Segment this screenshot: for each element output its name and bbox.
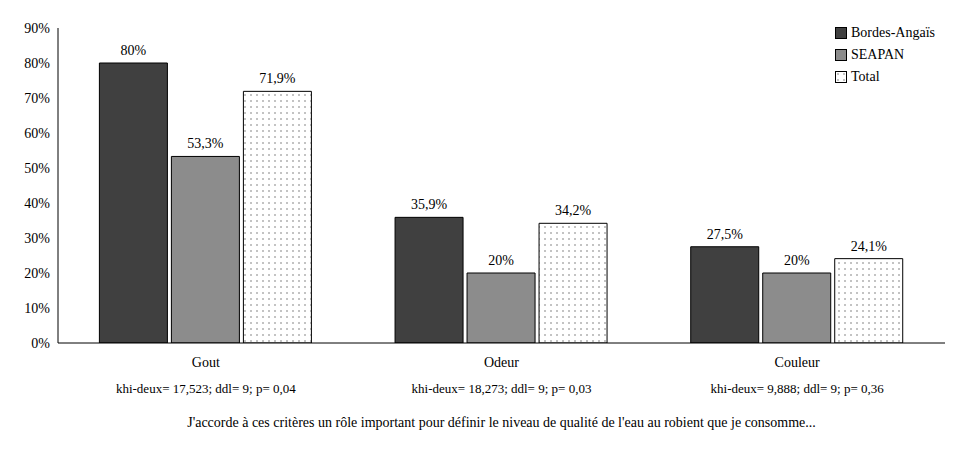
svg-text:20%: 20% [784,253,810,268]
svg-text:20%: 20% [24,266,50,281]
svg-text:60%: 60% [24,126,50,141]
svg-text:J'accorde à ces critères un rô: J'accorde à ces critères un rôle importa… [187,415,816,430]
svg-text:20%: 20% [488,253,514,268]
html-text:Total: Total [851,69,880,84]
svg-text:27,5%: 27,5% [707,227,744,242]
svg-text:10%: 10% [24,301,50,316]
svg-text:50%: 50% [24,161,50,176]
svg-text:80%: 80% [24,56,50,71]
svg-text:0%: 0% [31,336,50,351]
svg-text:Gout: Gout [192,355,220,370]
svg-text:40%: 40% [24,196,50,211]
svg-text:53,3%: 53,3% [187,136,224,151]
svg-text:khi-deux= 18,273; ddl= 9; p= 0: khi-deux= 18,273; ddl= 9; p= 0,03 [412,381,592,396]
html-text:SEAPAN: SEAPAN [851,47,905,62]
svg-text:30%: 30% [24,231,50,246]
svg-text:71,9%: 71,9% [259,71,296,86]
svg-text:70%: 70% [24,91,50,106]
svg-text:khi-deux= 9,888; ddl= 9; p= 0,: khi-deux= 9,888; ddl= 9; p= 0,36 [711,381,885,396]
svg-text:80%: 80% [121,43,147,58]
svg-text:34,2%: 34,2% [555,203,592,218]
html-text:Bordes-Angaïs: Bordes-Angaïs [851,25,935,40]
svg-text:24,1%: 24,1% [851,239,888,254]
svg-text:35,9%: 35,9% [411,197,448,212]
svg-text:khi-deux= 17,523; ddl= 9; p= 0: khi-deux= 17,523; ddl= 9; p= 0,04 [116,381,296,396]
svg-text:Couleur: Couleur [775,355,820,370]
svg-text:90%: 90% [24,21,50,36]
svg-text:Odeur: Odeur [484,355,519,370]
